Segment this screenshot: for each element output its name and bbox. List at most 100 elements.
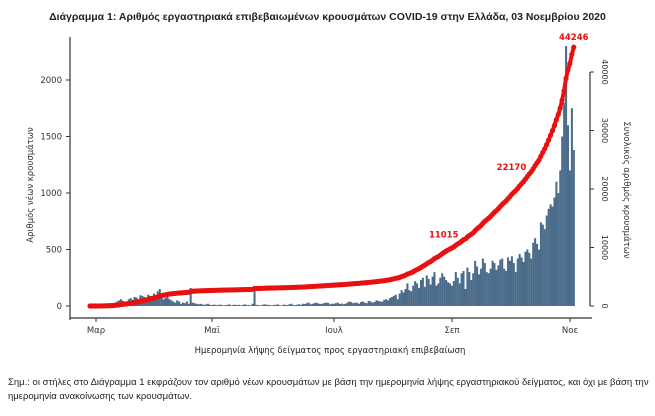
bar [441,273,444,306]
bar [402,292,405,306]
bar [388,298,392,306]
bar [209,304,212,306]
y-left-tick-label: 1500 [40,133,62,143]
cumulative-point [561,88,567,94]
bar [286,305,289,306]
bar [448,283,452,306]
bar [178,301,181,306]
bar [522,261,525,306]
y-right-tick-label: 10000 [600,235,609,260]
bar [530,258,533,306]
bar [317,303,320,306]
bar [371,302,374,306]
x-tick-label: Μαρ [87,326,105,336]
bar [259,305,262,306]
bar [234,304,237,306]
bar [474,260,477,306]
bar [433,272,436,306]
bar [565,46,568,306]
bar [390,296,393,306]
bar [203,304,206,306]
bar [563,102,566,306]
cumulative-point [571,44,577,50]
bar [559,170,562,306]
bar [497,265,500,306]
bar [241,304,244,306]
bar [214,304,217,306]
bar [154,295,157,306]
bar [423,286,426,306]
bar [464,289,467,306]
bar [456,277,459,306]
bar [468,272,471,306]
bar [330,303,333,306]
bar [406,283,409,306]
bar [485,272,488,306]
bar [543,229,546,306]
bar [392,295,395,306]
bar [555,181,558,306]
cumulative-point [544,142,550,148]
bar [239,305,243,306]
bar [150,296,154,306]
bar [348,301,351,306]
bar [197,304,200,306]
cumulative-point [569,51,575,58]
bar [344,303,347,306]
bar [361,301,364,306]
bar [257,305,260,306]
bar [338,303,341,306]
bar [199,303,202,306]
y-left-axis-label: Αριθμός νέων κρουσμάτων [25,127,36,243]
bar [162,299,165,306]
bar [458,283,461,306]
bar [437,283,440,306]
bar [532,242,535,306]
bar [166,295,169,306]
bar [303,303,306,306]
bar [340,303,343,306]
cumulative-point [559,97,565,103]
bar [274,304,277,306]
bar [176,300,179,306]
bar [501,258,504,306]
bar [280,305,283,306]
bar [261,304,264,306]
bar [369,301,372,306]
bar [292,304,295,306]
y-left-tick-label: 2000 [40,76,62,86]
bar [408,290,411,306]
y-left-tick-label: 500 [46,246,62,256]
bar [541,224,544,306]
bar [298,304,301,306]
bar [265,304,268,306]
bar [503,268,506,306]
bar [263,304,266,306]
cumulative-point [551,122,558,129]
bar [309,304,312,306]
bar [346,302,349,306]
bar [445,280,448,306]
y-right-tick-label: 30000 [600,118,609,143]
bar [447,282,450,306]
bar [483,263,486,306]
bar [323,303,326,306]
bar [207,303,210,306]
bar [305,303,308,306]
bar [491,260,494,306]
bar [514,272,517,306]
bar [429,284,432,306]
bar [307,302,310,306]
y-right-tick-label: 20000 [600,176,609,201]
bar [499,259,502,306]
bar [536,243,539,306]
bar [568,170,571,306]
bar [321,303,324,306]
bar [510,256,513,306]
bar [570,108,573,306]
bar [419,280,422,306]
bar [545,215,548,306]
bar [425,275,428,306]
bar [466,267,469,306]
bar [278,305,281,306]
